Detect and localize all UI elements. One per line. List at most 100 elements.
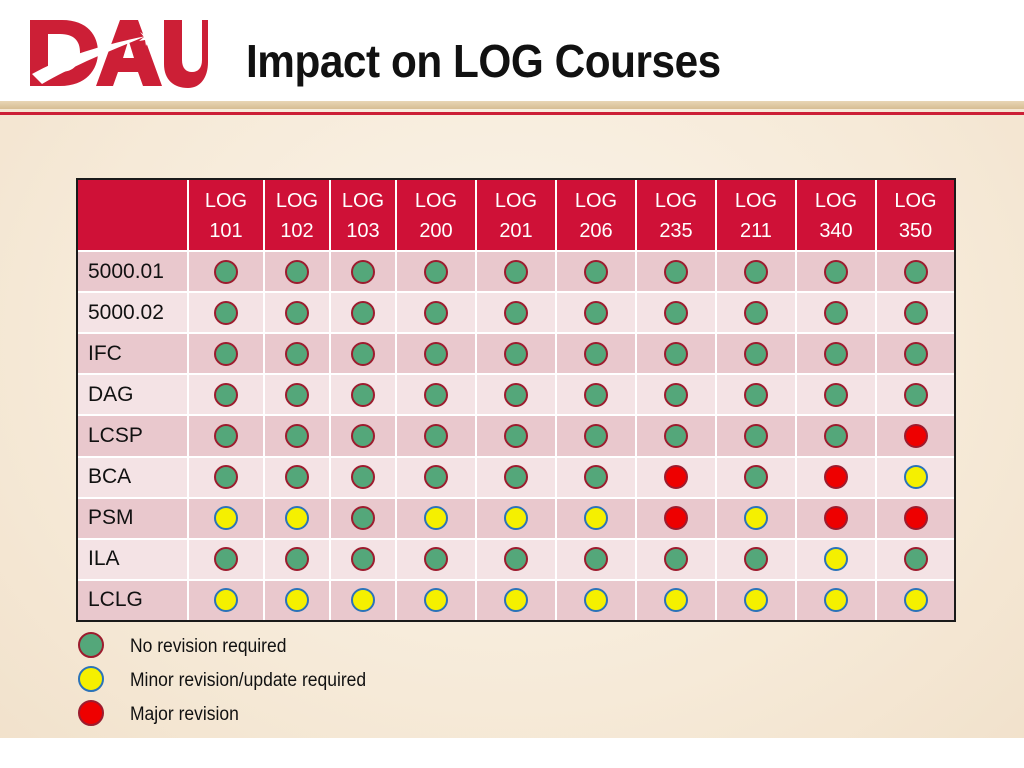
- column-header: LOG 201: [475, 180, 556, 251]
- status-none-icon: [424, 300, 448, 325]
- status-cell: [187, 414, 264, 457]
- status-cell: [555, 414, 636, 457]
- status-minor-icon: [424, 588, 448, 613]
- status-cell: [475, 537, 556, 580]
- status-cell: [555, 537, 636, 580]
- status-minor-icon: [424, 506, 448, 531]
- column-header-line1: LOG: [654, 190, 698, 212]
- status-none-icon: [351, 341, 375, 366]
- table-row: LCLG: [78, 578, 954, 620]
- status-none-icon: [285, 382, 309, 407]
- column-header: LOG 211: [715, 180, 796, 251]
- slide-header: Impact on LOG Courses: [0, 0, 1024, 104]
- status-none-icon: [285, 547, 309, 572]
- status-none-icon: [584, 259, 608, 284]
- status-none-icon: [285, 259, 309, 284]
- status-none-icon: [664, 547, 688, 572]
- row-label: LCSP: [78, 414, 188, 457]
- slide-title: Impact on LOG Courses: [246, 35, 721, 87]
- status-cell: [263, 332, 330, 375]
- status-none-icon: [504, 547, 528, 572]
- status-none-icon: [424, 465, 448, 490]
- status-cell: [187, 249, 264, 293]
- status-none-icon: [424, 259, 448, 284]
- legend-label: Minor revision/update required: [130, 670, 367, 691]
- legend: No revision required Minor revision/updat…: [76, 630, 476, 732]
- row-label: 5000.01: [78, 249, 188, 293]
- status-none-icon: [214, 341, 238, 366]
- status-cell: [875, 496, 954, 539]
- header-rule-red: [0, 112, 1024, 115]
- status-none-icon: [351, 465, 375, 490]
- status-cell: [263, 496, 330, 539]
- status-none-icon: [214, 259, 238, 284]
- status-minor-icon: [744, 588, 768, 613]
- status-cell: [715, 537, 796, 580]
- column-header: LOG 340: [795, 180, 876, 251]
- status-none-icon: [744, 465, 768, 490]
- status-major-icon: [824, 465, 848, 490]
- status-cell: [187, 291, 264, 334]
- table-row: LCSP: [78, 414, 954, 457]
- column-header-line1: LOG: [814, 190, 858, 212]
- status-cell: [715, 291, 796, 334]
- column-header: LOG 350: [875, 180, 954, 251]
- status-cell: [395, 414, 476, 457]
- legend-item: Major revision: [76, 698, 476, 732]
- status-cell: [395, 537, 476, 580]
- status-none-icon: [424, 547, 448, 572]
- status-minor-icon: [744, 506, 768, 531]
- status-none-icon: [504, 259, 528, 284]
- status-none-icon: [214, 382, 238, 407]
- status-cell: [187, 455, 264, 498]
- header-row: LOG 101 LOG 102 LOG 103 LOG 200 LOG 201 LOG 206 LOG 2…: [78, 180, 954, 251]
- status-cell: [329, 578, 396, 620]
- table-row: 5000.02: [78, 291, 954, 334]
- status-cell: [875, 578, 954, 620]
- status-none-icon: [664, 382, 688, 407]
- status-minor-icon: [903, 588, 928, 613]
- status-cell: [875, 455, 954, 498]
- status-minor-icon: [285, 588, 309, 613]
- status-cell: [395, 332, 476, 375]
- status-cell: [795, 373, 876, 416]
- status-cell: [635, 496, 716, 539]
- status-cell: [555, 373, 636, 416]
- table-row: BCA: [78, 455, 954, 498]
- status-none-icon: [285, 465, 309, 490]
- column-header-line1: LOG: [341, 190, 385, 212]
- status-none-icon: [351, 423, 375, 448]
- status-cell: [635, 249, 716, 293]
- status-cell: [635, 414, 716, 457]
- impact-table: LOG 101 LOG 102 LOG 103 LOG 200 LOG 201 LOG 206 LOG 2…: [78, 180, 954, 620]
- status-minor-icon: [824, 588, 848, 613]
- status-none-icon: [584, 300, 608, 325]
- column-header-line2: 235: [659, 220, 693, 242]
- status-major-icon: [664, 506, 688, 531]
- column-header: LOG 103: [329, 180, 396, 251]
- row-label: IFC: [78, 332, 188, 375]
- status-cell: [263, 291, 330, 334]
- status-cell: [329, 249, 396, 293]
- row-label: LCLG: [78, 578, 188, 620]
- status-none-icon: [285, 300, 309, 325]
- status-minor-icon: [584, 506, 608, 531]
- column-header-line1: LOG: [494, 190, 538, 212]
- status-none-icon: [351, 259, 375, 284]
- status-none-icon: [903, 547, 928, 572]
- status-none-icon: [424, 341, 448, 366]
- status-none-icon: [824, 423, 848, 448]
- status-cell: [475, 578, 556, 620]
- status-cell: [329, 537, 396, 580]
- legend-minor-icon: [78, 666, 104, 692]
- column-header-line2: 103: [346, 220, 380, 242]
- status-cell: [795, 496, 876, 539]
- status-cell: [395, 373, 476, 416]
- status-none-icon: [351, 382, 375, 407]
- status-minor-icon: [214, 588, 238, 613]
- column-header: LOG 101: [187, 180, 264, 251]
- status-none-icon: [285, 341, 309, 366]
- status-minor-icon: [504, 588, 528, 613]
- status-none-icon: [664, 423, 688, 448]
- status-cell: [715, 373, 796, 416]
